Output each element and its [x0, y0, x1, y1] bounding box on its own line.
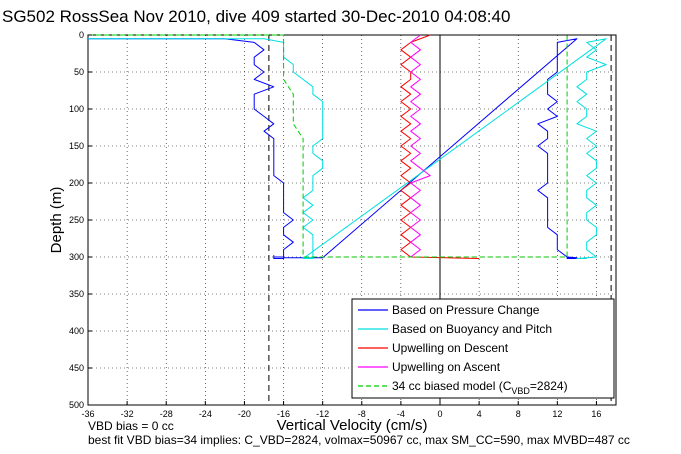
legend-label: 34 cc biased model (CVBD=2824): [392, 379, 568, 396]
series-line: [88, 38, 578, 259]
series-line: [410, 34, 431, 258]
x-tick-label: -20: [238, 409, 251, 419]
x-tick-label: -28: [160, 409, 173, 419]
x-tick-label: -16: [277, 409, 290, 419]
x-axis-label: Vertical Velocity (cm/s): [277, 417, 428, 434]
footnote-vbd-bias: VBD bias = 0 cc: [88, 419, 174, 433]
y-tick-label: 350: [69, 289, 84, 299]
legend-label: Upwelling on Descent: [392, 341, 509, 355]
x-tick-label: -32: [121, 409, 134, 419]
x-tick-label: 0: [437, 409, 442, 419]
y-tick-label: 500: [69, 400, 84, 410]
x-tick-label: 4: [477, 409, 482, 419]
y-tick-label: 150: [69, 141, 84, 151]
x-tick-label: -24: [199, 409, 212, 419]
legend-label: Based on Buoyancy and Pitch: [392, 322, 552, 336]
y-tick-label: 250: [69, 215, 84, 225]
x-tick-label: 16: [591, 409, 601, 419]
chart-title: SG502 RossSea Nov 2010, dive 409 started…: [2, 7, 510, 26]
x-tick-label: 12: [552, 409, 562, 419]
x-axis-ticks: -36 -32 -28 -24 -20 -16 -12 -8 -4 0 4 8 12 16: [81, 401, 601, 419]
series-line: [88, 38, 607, 259]
footnote-best-fit: best fit VBD bias=34 implies: C_VBD=2824…: [88, 433, 630, 447]
y-tick-label: 300: [69, 252, 84, 262]
legend: Based on Pressure Change Based on Buoyanc…: [351, 298, 615, 399]
x-tick-label: -12: [316, 409, 329, 419]
y-tick-label: 50: [74, 67, 84, 77]
series-line: [400, 34, 480, 259]
y-tick-label: 400: [69, 326, 84, 336]
y-tick-label: 450: [69, 363, 84, 373]
y-tick-label: 0: [79, 30, 84, 40]
x-tick-label: -36: [81, 409, 94, 419]
x-tick-label: 8: [516, 409, 521, 419]
y-tick-label: 200: [69, 178, 84, 188]
legend-box: [351, 298, 615, 399]
y-axis-label: Depth (m): [48, 187, 65, 254]
y-axis-ticks: 0 50 100 150 200 250 300 350 400 450 500: [69, 30, 92, 410]
y-tick-label: 100: [69, 104, 84, 114]
legend-items: Based on Pressure Change Based on Buoyanc…: [358, 303, 568, 396]
legend-label: Upwelling on Ascent: [392, 360, 501, 374]
x-tick-label: -8: [358, 409, 366, 419]
legend-label: Based on Pressure Change: [392, 303, 540, 317]
x-tick-label: -4: [397, 409, 405, 419]
series-group: [88, 34, 607, 259]
